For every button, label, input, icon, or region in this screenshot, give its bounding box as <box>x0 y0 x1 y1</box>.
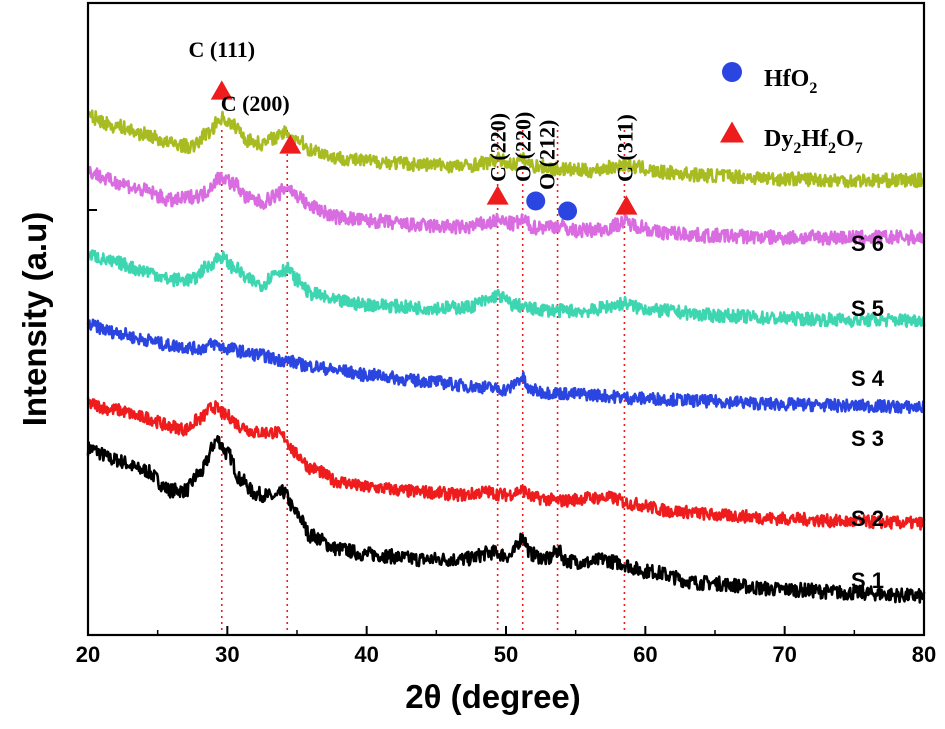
peak-c-200-label: C (200) <box>221 91 290 116</box>
y-axis-title: Intensity (a.u) <box>16 212 53 427</box>
series-label-s-6: S 6 <box>851 231 884 256</box>
series-s-3 <box>86 318 926 415</box>
legend-item-1-label: Dy2Hf2O7 <box>764 126 863 157</box>
plot-series <box>86 109 926 604</box>
peak-o-220-label: O (220) <box>511 112 536 182</box>
x-tick-label-70: 70 <box>772 642 796 667</box>
x-axis-ticks: 20 30 40 50 60 70 80 <box>76 209 936 667</box>
peak-c-220-triangle-icon <box>486 185 509 205</box>
legend-item-0-label: HfO2 <box>764 66 817 97</box>
x-tick-label-40: 40 <box>354 642 378 667</box>
x-tick-label-60: 60 <box>633 642 657 667</box>
peak-c-311-triangle-icon <box>615 195 638 215</box>
series-s-6 <box>86 109 926 189</box>
peak-c-111-triangle-icon <box>210 80 233 100</box>
peak-o-212-label: O (212) <box>535 120 560 190</box>
peak-c-200-triangle-icon <box>279 134 302 154</box>
x-tick-label-30: 30 <box>215 642 239 667</box>
peak-annotations: C (111) C (200) C (220) O (220)O (212) C (31… <box>188 37 638 221</box>
x-tick-label-80: 80 <box>912 642 936 667</box>
x-tick-label-20: 20 <box>76 642 100 667</box>
series-label-s-1: S 1 <box>851 568 884 593</box>
peak-o-220-circle-icon <box>526 191 546 211</box>
series-label-s-2: S 2 <box>851 506 884 531</box>
peak-c-220-label: C (220) <box>486 113 511 182</box>
legend-item-0-circle-icon <box>722 62 742 82</box>
series-label-s-3: S 3 <box>851 426 884 451</box>
series-label-s-5: S 5 <box>851 296 884 321</box>
series-s-5 <box>86 165 925 246</box>
series-labels: S 1 S 2 S 3 S 4 S 5 S 6 <box>851 231 885 593</box>
peak-c-111-label: C (111) <box>188 37 255 62</box>
x-tick-label-50: 50 <box>494 642 518 667</box>
x-axis-title: 2θ (degree) <box>405 678 581 715</box>
legend-item-1-triangle-icon <box>720 121 744 143</box>
series-s-4 <box>86 249 926 328</box>
legend: HfO2 Dy2Hf2O7 <box>720 62 863 157</box>
peak-o-212-circle-icon <box>558 201 578 221</box>
peak-c-311-label: C (311) <box>612 114 637 182</box>
series-s-2 <box>86 397 926 531</box>
series-s-1 <box>86 435 926 604</box>
series-label-s-4: S 4 <box>851 366 885 391</box>
